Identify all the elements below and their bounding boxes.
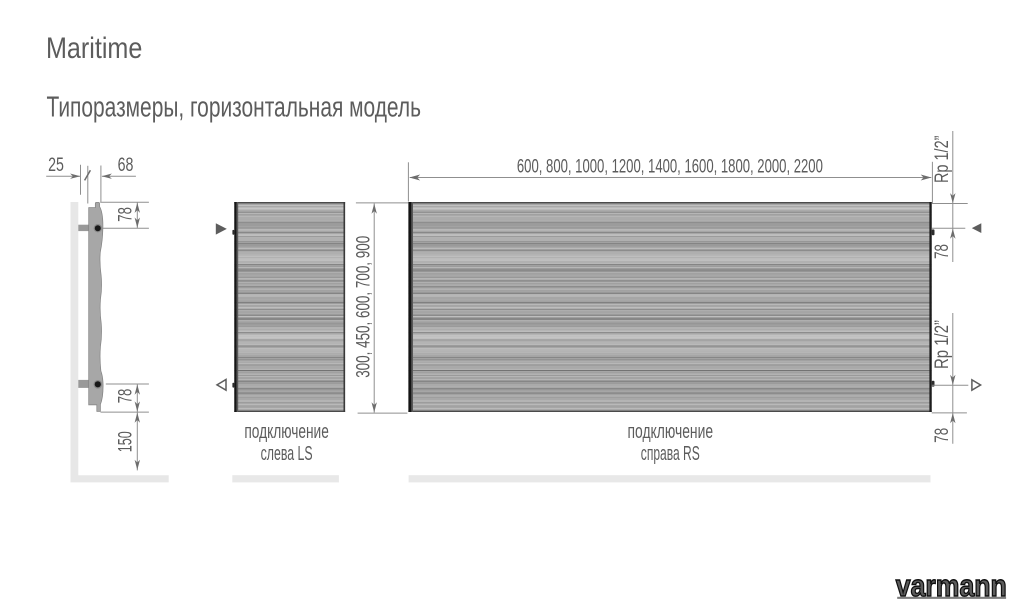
svg-text:Типоразмеры, горизонтальная мо: Типоразмеры, горизонтальная модель <box>47 92 422 124</box>
svg-text:78: 78 <box>931 244 953 259</box>
svg-text:78: 78 <box>115 389 137 404</box>
svg-text:78: 78 <box>931 428 953 443</box>
svg-text:слева LS: слева LS <box>261 443 313 465</box>
svg-text:300, 450, 600, 700, 900: 300, 450, 600, 700, 900 <box>353 236 375 378</box>
svg-text:150: 150 <box>115 431 137 452</box>
svg-text:Rp 1/2”: Rp 1/2” <box>931 136 953 184</box>
svg-text:600, 800, 1000, 1200, 1400, 16: 600, 800, 1000, 1200, 1400, 1600, 1800, … <box>517 157 823 178</box>
svg-text:Maritime: Maritime <box>46 32 142 65</box>
svg-text:25: 25 <box>48 154 64 176</box>
svg-text:подключение: подключение <box>628 421 714 443</box>
svg-text:Rp 1/2”: Rp 1/2” <box>931 320 953 369</box>
svg-text:78: 78 <box>115 207 137 222</box>
svg-text:справа RS: справа RS <box>641 443 700 465</box>
svg-text:68: 68 <box>118 154 134 176</box>
svg-text:подключение: подключение <box>244 421 329 443</box>
